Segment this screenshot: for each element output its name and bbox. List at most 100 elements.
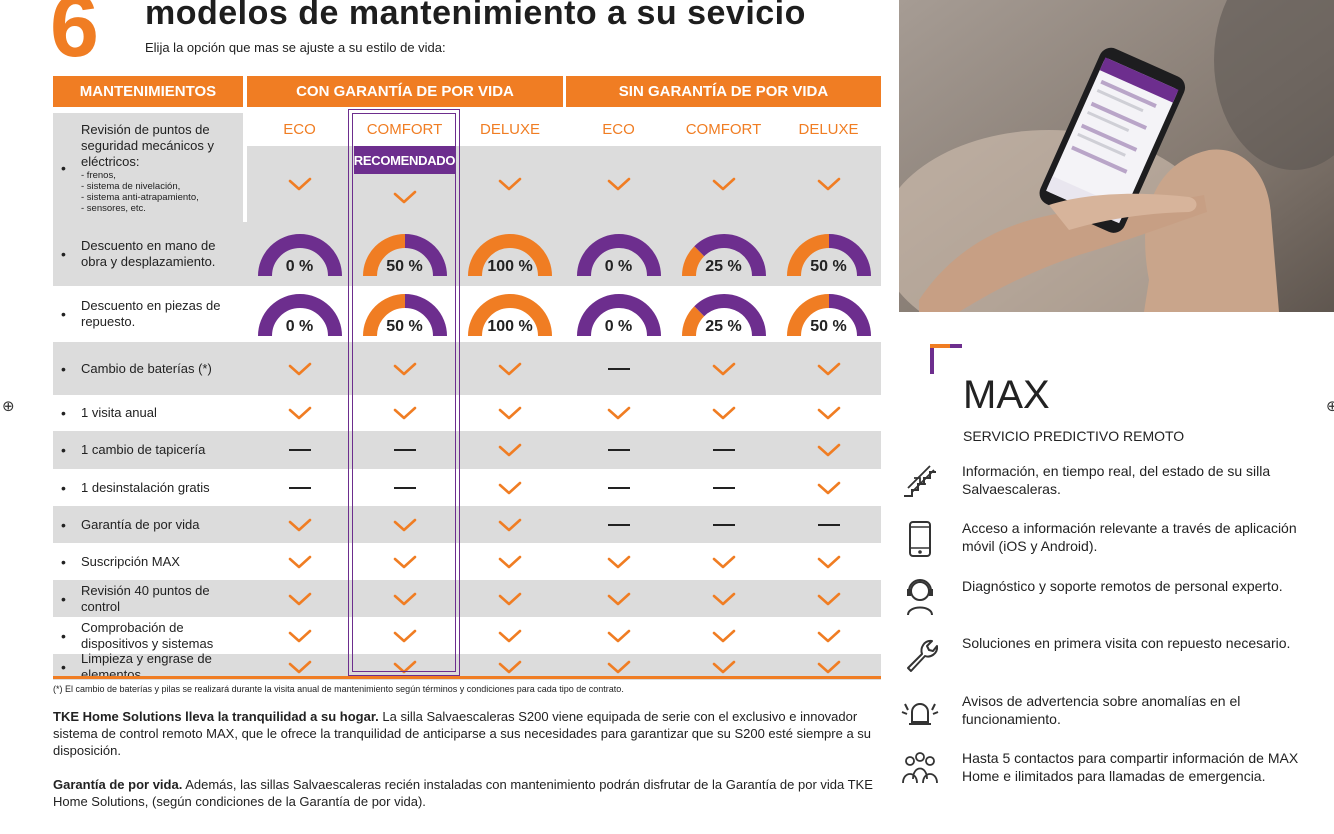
- feature-label: Revisión de puntos de seguridad mecánico…: [53, 113, 243, 222]
- max-feature-item: Información, en tiempo real, del estado …: [900, 462, 1320, 508]
- max-corner-accent: [930, 344, 962, 374]
- gauge-percent: 25 %: [705, 257, 742, 275]
- plan-cell: [457, 580, 563, 617]
- table-row: Revisión 40 puntos de control: [53, 580, 881, 617]
- table-row: Cambio de baterías (*): [53, 342, 881, 395]
- plan-cell: [566, 580, 671, 617]
- check-icon: [817, 592, 840, 605]
- feature-label-text: Descuento en mano de obra y desplazamien…: [81, 238, 216, 269]
- plan-cell: [352, 342, 457, 395]
- check-icon: [393, 660, 416, 674]
- check-icon: [288, 406, 311, 420]
- plan-cell: 100 %: [457, 222, 563, 286]
- check-icon: [817, 362, 840, 375]
- dash-icon: [712, 449, 735, 451]
- wrench-icon: [907, 639, 939, 672]
- check-icon: [607, 555, 630, 568]
- check-icon: [607, 629, 630, 642]
- dash-icon: [607, 486, 630, 489]
- max-feature-item: Hasta 5 contactos para compartir informa…: [900, 749, 1320, 795]
- feature-label: 1 cambio de tapicería: [53, 431, 243, 469]
- check-icon: [817, 406, 840, 420]
- plan-cell: [566, 617, 671, 654]
- feature-label-text: Comprobación de dispositivos y sistemas: [81, 619, 214, 651]
- check-icon: [498, 660, 522, 674]
- plan-cell: [352, 146, 457, 222]
- max-feature-text: Información, en tiempo real, del estado …: [962, 463, 1271, 497]
- plan-cell: 100 %: [457, 286, 563, 342]
- check-icon: [288, 555, 311, 568]
- plan-cell: [247, 506, 352, 543]
- max-feature-text: Acceso a información relevante a través …: [962, 520, 1297, 554]
- feature-label-text: Suscripción MAX: [81, 553, 180, 569]
- plan-cell: [671, 431, 776, 469]
- plan-cell: [352, 431, 457, 469]
- plan-cell: [352, 654, 457, 680]
- dash-icon: [288, 486, 311, 489]
- discount-gauge: 50 %: [362, 291, 448, 338]
- feature-label: 1 visita anual: [53, 395, 243, 431]
- gauge-percent: 0 %: [604, 317, 633, 335]
- feature-label: Descuento en mano de obra y desplazamien…: [53, 222, 243, 286]
- dash-icon: [288, 449, 311, 451]
- check-icon: [393, 629, 416, 642]
- check-icon: [393, 555, 416, 568]
- check-icon: [817, 629, 840, 642]
- plan-cell: [457, 431, 563, 469]
- table-row: Garantía de por vida: [53, 506, 881, 543]
- plan-cell: [671, 146, 776, 222]
- check-icon: [712, 629, 735, 642]
- recommended-badge: RECOMENDADO: [354, 146, 456, 174]
- plan-cell: [776, 580, 881, 617]
- plan-cell: [247, 431, 352, 469]
- check-icon: [498, 481, 522, 494]
- check-icon: [817, 177, 840, 191]
- check-icon: [817, 660, 840, 674]
- feature-label-text: Revisión 40 puntos de control: [81, 582, 210, 614]
- max-feature-item: Soluciones en primera visita con repuest…: [900, 634, 1320, 680]
- check-icon: [498, 177, 522, 191]
- feature-sublabel: - sistema anti-atrapamiento,: [81, 191, 199, 203]
- check-icon: [498, 518, 522, 531]
- check-icon: [607, 406, 630, 420]
- max-feature-text: Hasta 5 contactos para compartir informa…: [962, 750, 1299, 784]
- dash-icon: [712, 486, 735, 489]
- discount-gauge: 50 %: [786, 291, 872, 338]
- section-number: 6: [50, 0, 99, 75]
- plan-cell: [671, 654, 776, 680]
- max-title: MAX: [963, 373, 1050, 417]
- plan-cell: 0 %: [247, 222, 352, 286]
- footnote: (*) El cambio de baterías y pilas se rea…: [53, 684, 624, 694]
- check-icon: [288, 177, 311, 191]
- table-row: Descuento en piezas de repuesto. 0 % 50 % 1…: [53, 286, 881, 342]
- table-bottom-rule: [53, 676, 881, 679]
- plan-cell: [352, 395, 457, 431]
- max-feature-text: Avisos de advertencia sobre anomalías en…: [962, 693, 1241, 727]
- plan-cell: [776, 469, 881, 506]
- check-icon: [817, 481, 840, 494]
- plan-label-deluxe: DELUXE: [479, 121, 541, 138]
- discount-gauge: 50 %: [786, 231, 872, 278]
- plan-cell: 25 %: [671, 222, 776, 286]
- plan-labels-row: ECO COMFORT DELUXE ECO COMFORT DELUXE: [53, 113, 881, 146]
- plan-cell: 0 %: [566, 222, 671, 286]
- gauge-percent: 50 %: [386, 317, 423, 335]
- plan-cell: 50 %: [776, 222, 881, 286]
- check-icon: [712, 406, 735, 420]
- plan-cell: [776, 543, 881, 580]
- check-icon: [498, 443, 522, 457]
- check-icon: [607, 592, 630, 605]
- plan-cell: [671, 506, 776, 543]
- plan-cell: [671, 617, 776, 654]
- feature-label-text: Cambio de baterías (*): [81, 360, 212, 376]
- max-feature-item: Avisos de advertencia sobre anomalías en…: [900, 692, 1320, 738]
- feature-label-text: 1 visita anual: [81, 405, 157, 420]
- gauge-percent: 50 %: [386, 257, 423, 275]
- plan-cell: [776, 431, 881, 469]
- plan-cell: [776, 395, 881, 431]
- plan-cell: [352, 617, 457, 654]
- check-icon: [393, 190, 416, 204]
- feature-label-text: Descuento en piezas de repuesto.: [81, 298, 221, 329]
- gauge-percent: 100 %: [487, 257, 533, 275]
- check-icon: [817, 443, 840, 457]
